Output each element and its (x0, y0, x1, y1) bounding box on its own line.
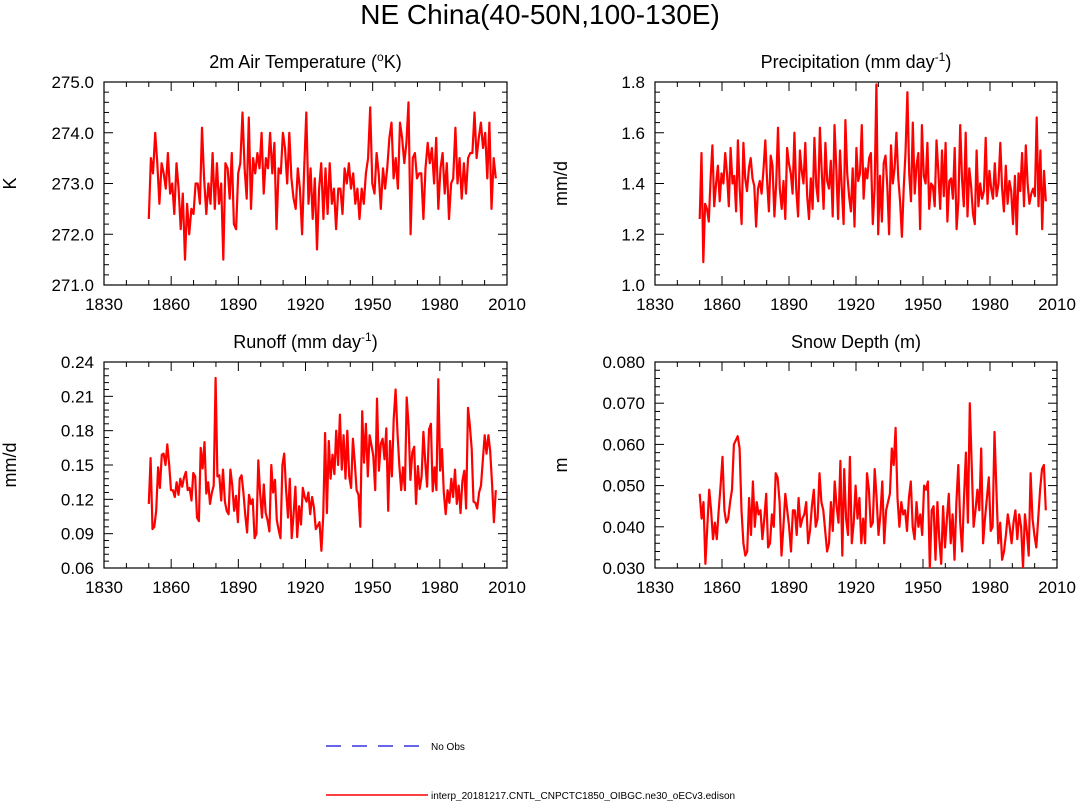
x-tick-label: 1980 (971, 578, 1009, 597)
panel-title: 2m Air Temperature (oK) (209, 50, 401, 72)
y-tick-label: 275.0 (51, 73, 94, 92)
legend: No Obs interp_20181217.CNTL_CNPCTC1850_O… (326, 742, 735, 801)
x-tick-label: 1860 (152, 578, 190, 597)
chart-panels: 2m Air Temperature (oK) K 1830 1860 1890 1920… (0, 50, 1076, 597)
chart-panel-3: Runoff (mm day-1) mm/d 1830 1860 1890 1920 195… (0, 330, 526, 597)
y-tick-label: 1.0 (621, 276, 645, 295)
y-axis-label: K (0, 177, 20, 189)
x-tick-label: 1920 (287, 295, 325, 314)
y-tick-label: 0.040 (602, 518, 645, 537)
legend-label-model: interp_20181217.CNTL_CNPCTC1850_OIBGC.ne… (431, 791, 735, 801)
y-tick-label: 0.12 (61, 490, 94, 509)
x-tick-label: 1890 (219, 295, 257, 314)
panel-title: Precipitation (mm day-1) (761, 50, 952, 72)
x-tick-label: 1830 (636, 295, 674, 314)
y-axis-label: mm/d (551, 161, 571, 206)
x-tick-label: 1950 (354, 295, 392, 314)
x-tick-label: 1980 (421, 578, 459, 597)
series-line (698, 83, 1047, 264)
x-tick-label: 1830 (85, 578, 123, 597)
series-line (698, 402, 1047, 568)
panel-title: Snow Depth (m) (791, 332, 921, 352)
x-tick-label: 2010 (1038, 578, 1076, 597)
y-tick-label: 1.2 (621, 225, 645, 244)
x-tick-label: 1890 (770, 578, 808, 597)
y-tick-label: 0.15 (61, 456, 94, 475)
y-tick-label: 0.21 (61, 387, 94, 406)
chart-panel-2: Precipitation (mm day-1) mm/d 1830 1860 1890… (551, 50, 1076, 314)
y-axis-label: mm/d (0, 443, 20, 488)
x-tick-label: 1980 (971, 295, 1009, 314)
chart-panel-4: Snow Depth (m) m 1830 1860 1890 1920 1950 1980 2… (551, 332, 1076, 597)
legend-label-no-obs: No Obs (431, 742, 465, 753)
y-tick-label: 0.060 (602, 435, 645, 454)
y-tick-label: 273.0 (51, 175, 94, 194)
x-tick-label: 1860 (703, 295, 741, 314)
y-tick-label: 0.18 (61, 422, 94, 441)
x-tick-label: 1890 (219, 578, 257, 597)
x-tick-label: 1950 (904, 295, 942, 314)
plot-frame (654, 361, 1058, 569)
x-tick-label: 1920 (287, 578, 325, 597)
series-line (147, 376, 497, 552)
y-tick-label: 0.24 (61, 353, 94, 372)
series-line (147, 101, 497, 261)
x-tick-label: 1980 (421, 295, 459, 314)
x-tick-label: 1950 (904, 578, 942, 597)
x-tick-label: 1860 (152, 295, 190, 314)
y-tick-label: 1.6 (621, 124, 645, 143)
y-tick-label: 0.070 (602, 394, 645, 413)
x-tick-label: 1830 (636, 578, 674, 597)
x-tick-label: 1860 (703, 578, 741, 597)
y-tick-label: 1.8 (621, 73, 645, 92)
figure-title: NE China(40-50N,100-130E) (360, 0, 720, 30)
y-tick-label: 0.080 (602, 353, 645, 372)
y-tick-label: 1.4 (621, 175, 645, 194)
y-tick-label: 271.0 (51, 276, 94, 295)
x-tick-label: 1890 (770, 295, 808, 314)
x-tick-label: 1830 (85, 295, 123, 314)
x-tick-label: 2010 (1038, 295, 1076, 314)
y-tick-label: 272.0 (51, 225, 94, 244)
panel-title: Runoff (mm day-1) (233, 330, 377, 352)
y-tick-label: 274.0 (51, 124, 94, 143)
y-tick-label: 0.09 (61, 525, 94, 544)
x-tick-label: 1920 (837, 578, 875, 597)
y-tick-label: 0.050 (602, 477, 645, 496)
y-axis-label: m (551, 458, 571, 473)
x-tick-label: 1920 (837, 295, 875, 314)
y-tick-label: 0.06 (61, 559, 94, 578)
x-tick-label: 2010 (488, 295, 526, 314)
chart-panel-1: 2m Air Temperature (oK) K 1830 1860 1890 1920… (0, 50, 526, 314)
x-tick-label: 2010 (488, 578, 526, 597)
y-tick-label: 0.030 (602, 559, 645, 578)
x-tick-label: 1950 (354, 578, 392, 597)
